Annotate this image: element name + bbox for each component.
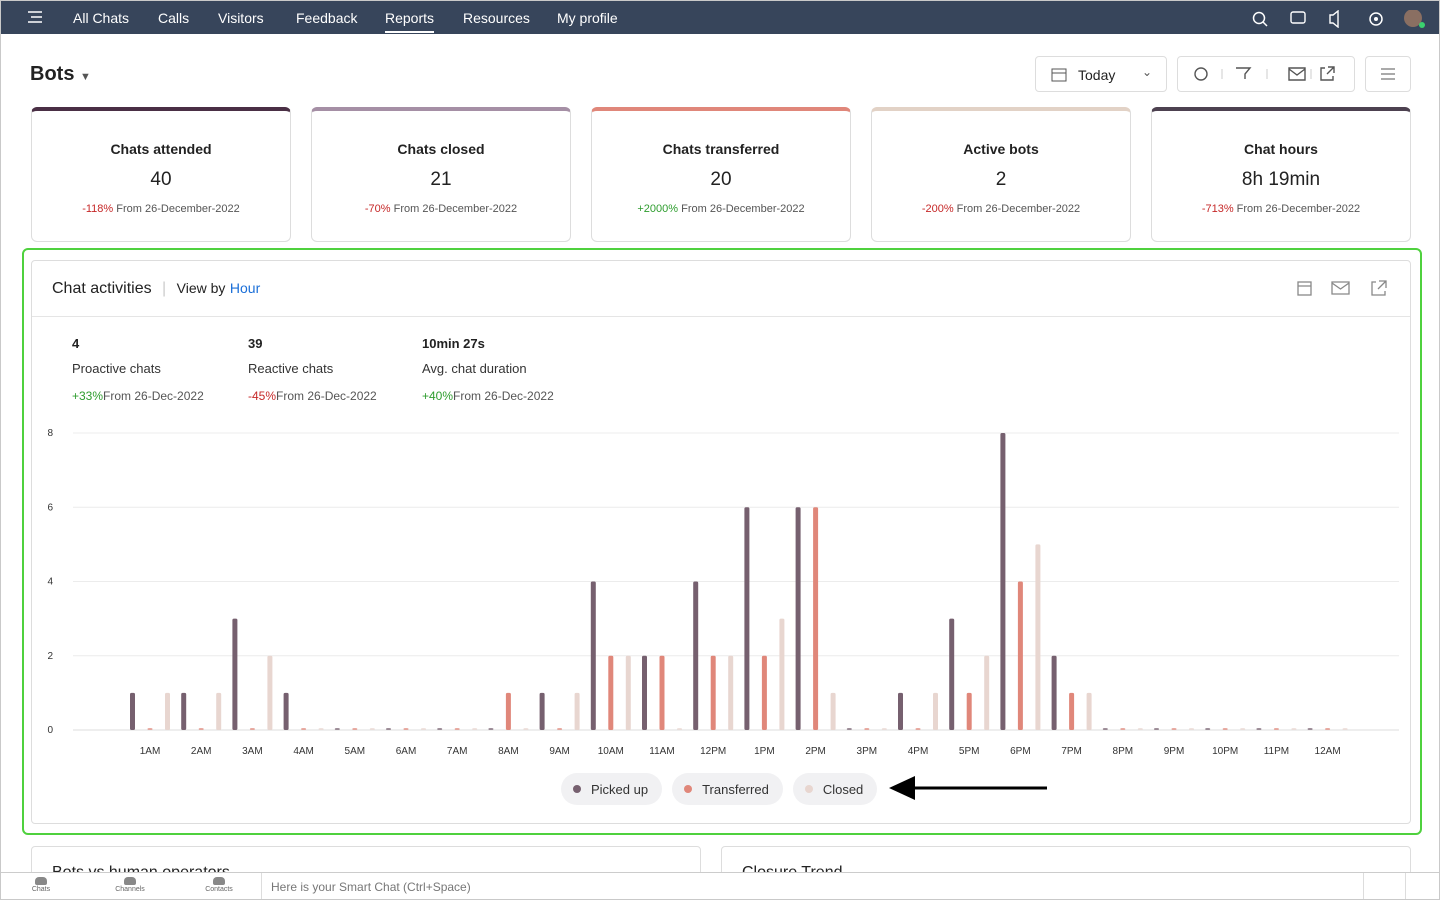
date-filter[interactable]: Today ⌄	[1035, 56, 1167, 92]
chat-activities-panel: Chat activities | View by Hour	[31, 260, 1411, 824]
panel-title: Chat activities	[52, 280, 152, 297]
kpi-from: From 26-December-2022	[1237, 203, 1361, 215]
kpi-from: From 26-December-2022	[394, 203, 518, 215]
footer-tab-icon	[35, 877, 47, 885]
view-by-value[interactable]: Hour	[230, 280, 260, 296]
smart-chat-input[interactable]: Here is your Smart Chat (Ctrl+Space)	[271, 880, 471, 894]
menu-icon[interactable]	[27, 10, 43, 24]
kpi-change-row: -200% From 26-December-2022	[872, 203, 1130, 215]
kpi-from: From 26-December-2022	[957, 203, 1081, 215]
toolbar[interactable]	[1177, 56, 1355, 92]
legend-swatch	[573, 785, 581, 793]
nav-item[interactable]: Resources	[463, 10, 530, 26]
stat-label: Proactive chats	[72, 361, 204, 376]
kpi-change-row: -70% From 26-December-2022	[312, 203, 570, 215]
kpi-from: From 26-December-2022	[681, 203, 805, 215]
footer: Chats Channels Contacts Here is your Smart…	[1, 872, 1439, 900]
page-title[interactable]: Bots ▼	[30, 63, 91, 86]
stat-change-row: +33%From 26-Dec-2022	[72, 389, 204, 403]
kpi-title: Active bots	[872, 141, 1130, 157]
calendar-icon	[1051, 67, 1067, 82]
footer-tab-label: Contacts	[191, 886, 247, 893]
kpi-change: -118%	[82, 203, 113, 215]
kpi-card: Chats attended 40 -118% From 26-December-2…	[31, 107, 291, 242]
kpi-change: +2000%	[637, 203, 678, 215]
toolbar-icons	[1178, 57, 1354, 91]
kpi-change-row: -118% From 26-December-2022	[32, 203, 290, 215]
legend-label: Picked up	[591, 782, 648, 797]
kpi-value: 2	[872, 169, 1130, 191]
stat-change-row: +40%From 26-Dec-2022	[422, 389, 554, 403]
view-by-label: View by	[177, 280, 226, 296]
footer-tab-label: Chats	[13, 886, 69, 893]
stat-change-row: -45%From 26-Dec-2022	[248, 389, 377, 403]
footer-tab-icon	[213, 877, 225, 885]
stat-value: 4	[72, 336, 204, 351]
stat-change: +33%	[72, 389, 103, 403]
kpi-change: -200%	[922, 203, 954, 215]
stat-value: 10min 27s	[422, 336, 554, 351]
footer-tab[interactable]: Contacts	[191, 877, 247, 893]
legend-swatch	[805, 785, 813, 793]
panel-icons	[1292, 279, 1392, 299]
legend-swatch	[684, 785, 692, 793]
legend-label: Closed	[823, 782, 863, 797]
kpi-value: 40	[32, 169, 290, 191]
kpi-card: Active bots 2 -200% From 26-December-2022	[871, 107, 1131, 242]
kpi-title: Chat hours	[1152, 141, 1410, 157]
kpi-title: Chats transferred	[592, 141, 850, 157]
kpi-change-row: +2000% From 26-December-2022	[592, 203, 850, 215]
kpi-card: Chat hours 8h 19min -713% From 26-December…	[1151, 107, 1411, 242]
kpi-value: 8h 19min	[1152, 169, 1410, 191]
legend-item[interactable]: Closed	[793, 773, 877, 805]
kpi-value: 21	[312, 169, 570, 191]
kpi-value: 20	[592, 169, 850, 191]
nav-item[interactable]: Feedback	[296, 10, 357, 26]
kpi-change-row: -713% From 26-December-2022	[1152, 203, 1410, 215]
kpi-from: From 26-December-2022	[116, 203, 240, 215]
legend-item[interactable]: Picked up	[561, 773, 662, 805]
legend: Picked up Transferred Closed	[561, 773, 877, 805]
stat-from: From 26-Dec-2022	[103, 389, 204, 403]
kpi-change: -70%	[365, 203, 391, 215]
nav-item[interactable]: Visitors	[218, 10, 264, 26]
date-filter-text: Today	[1078, 67, 1115, 83]
settings-button[interactable]	[1365, 56, 1411, 92]
kpi-change: -713%	[1202, 203, 1234, 215]
stat-change: -45%	[248, 389, 276, 403]
stat-label: Avg. chat duration	[422, 361, 554, 376]
stat: 39 Reactive chats -45%From 26-Dec-2022	[248, 336, 377, 403]
top-nav: All Chats Calls Visitors Feedback Reports Res…	[1, 1, 1439, 34]
kpi-title: Chats closed	[312, 141, 570, 157]
footer-tab-label: Channels	[102, 886, 158, 893]
sliders-icon	[1366, 57, 1410, 91]
stat-from: From 26-Dec-2022	[276, 389, 377, 403]
stat-value: 39	[248, 336, 377, 351]
stat-from: From 26-Dec-2022	[453, 389, 554, 403]
annotation-arrow	[885, 775, 1051, 801]
stat-change: +40%	[422, 389, 453, 403]
footer-tab[interactable]: Channels	[102, 877, 158, 893]
footer-tab[interactable]: Chats	[13, 877, 69, 893]
legend-label: Transferred	[702, 782, 769, 797]
legend-item[interactable]: Transferred	[672, 773, 783, 805]
panel-header: Chat activities | View by Hour	[52, 280, 260, 298]
nav-item[interactable]: Calls	[158, 10, 189, 26]
nav-item[interactable]: All Chats	[73, 10, 129, 26]
kpi-card: Chats transferred 20 +2000% From 26-Decemb…	[591, 107, 851, 242]
kpi-title: Chats attended	[32, 141, 290, 157]
page-title-text: Bots	[30, 63, 74, 85]
stat: 4 Proactive chats +33%From 26-Dec-2022	[72, 336, 204, 403]
nav-item[interactable]: My profile	[557, 10, 618, 26]
nav-icons	[1251, 10, 1431, 28]
stat-label: Reactive chats	[248, 361, 377, 376]
nav-item[interactable]: Reports	[385, 10, 434, 33]
stat: 10min 27s Avg. chat duration +40%From 26-D…	[422, 336, 554, 403]
kpi-card: Chats closed 21 -70% From 26-December-2022	[311, 107, 571, 242]
footer-tab-icon	[124, 877, 136, 885]
